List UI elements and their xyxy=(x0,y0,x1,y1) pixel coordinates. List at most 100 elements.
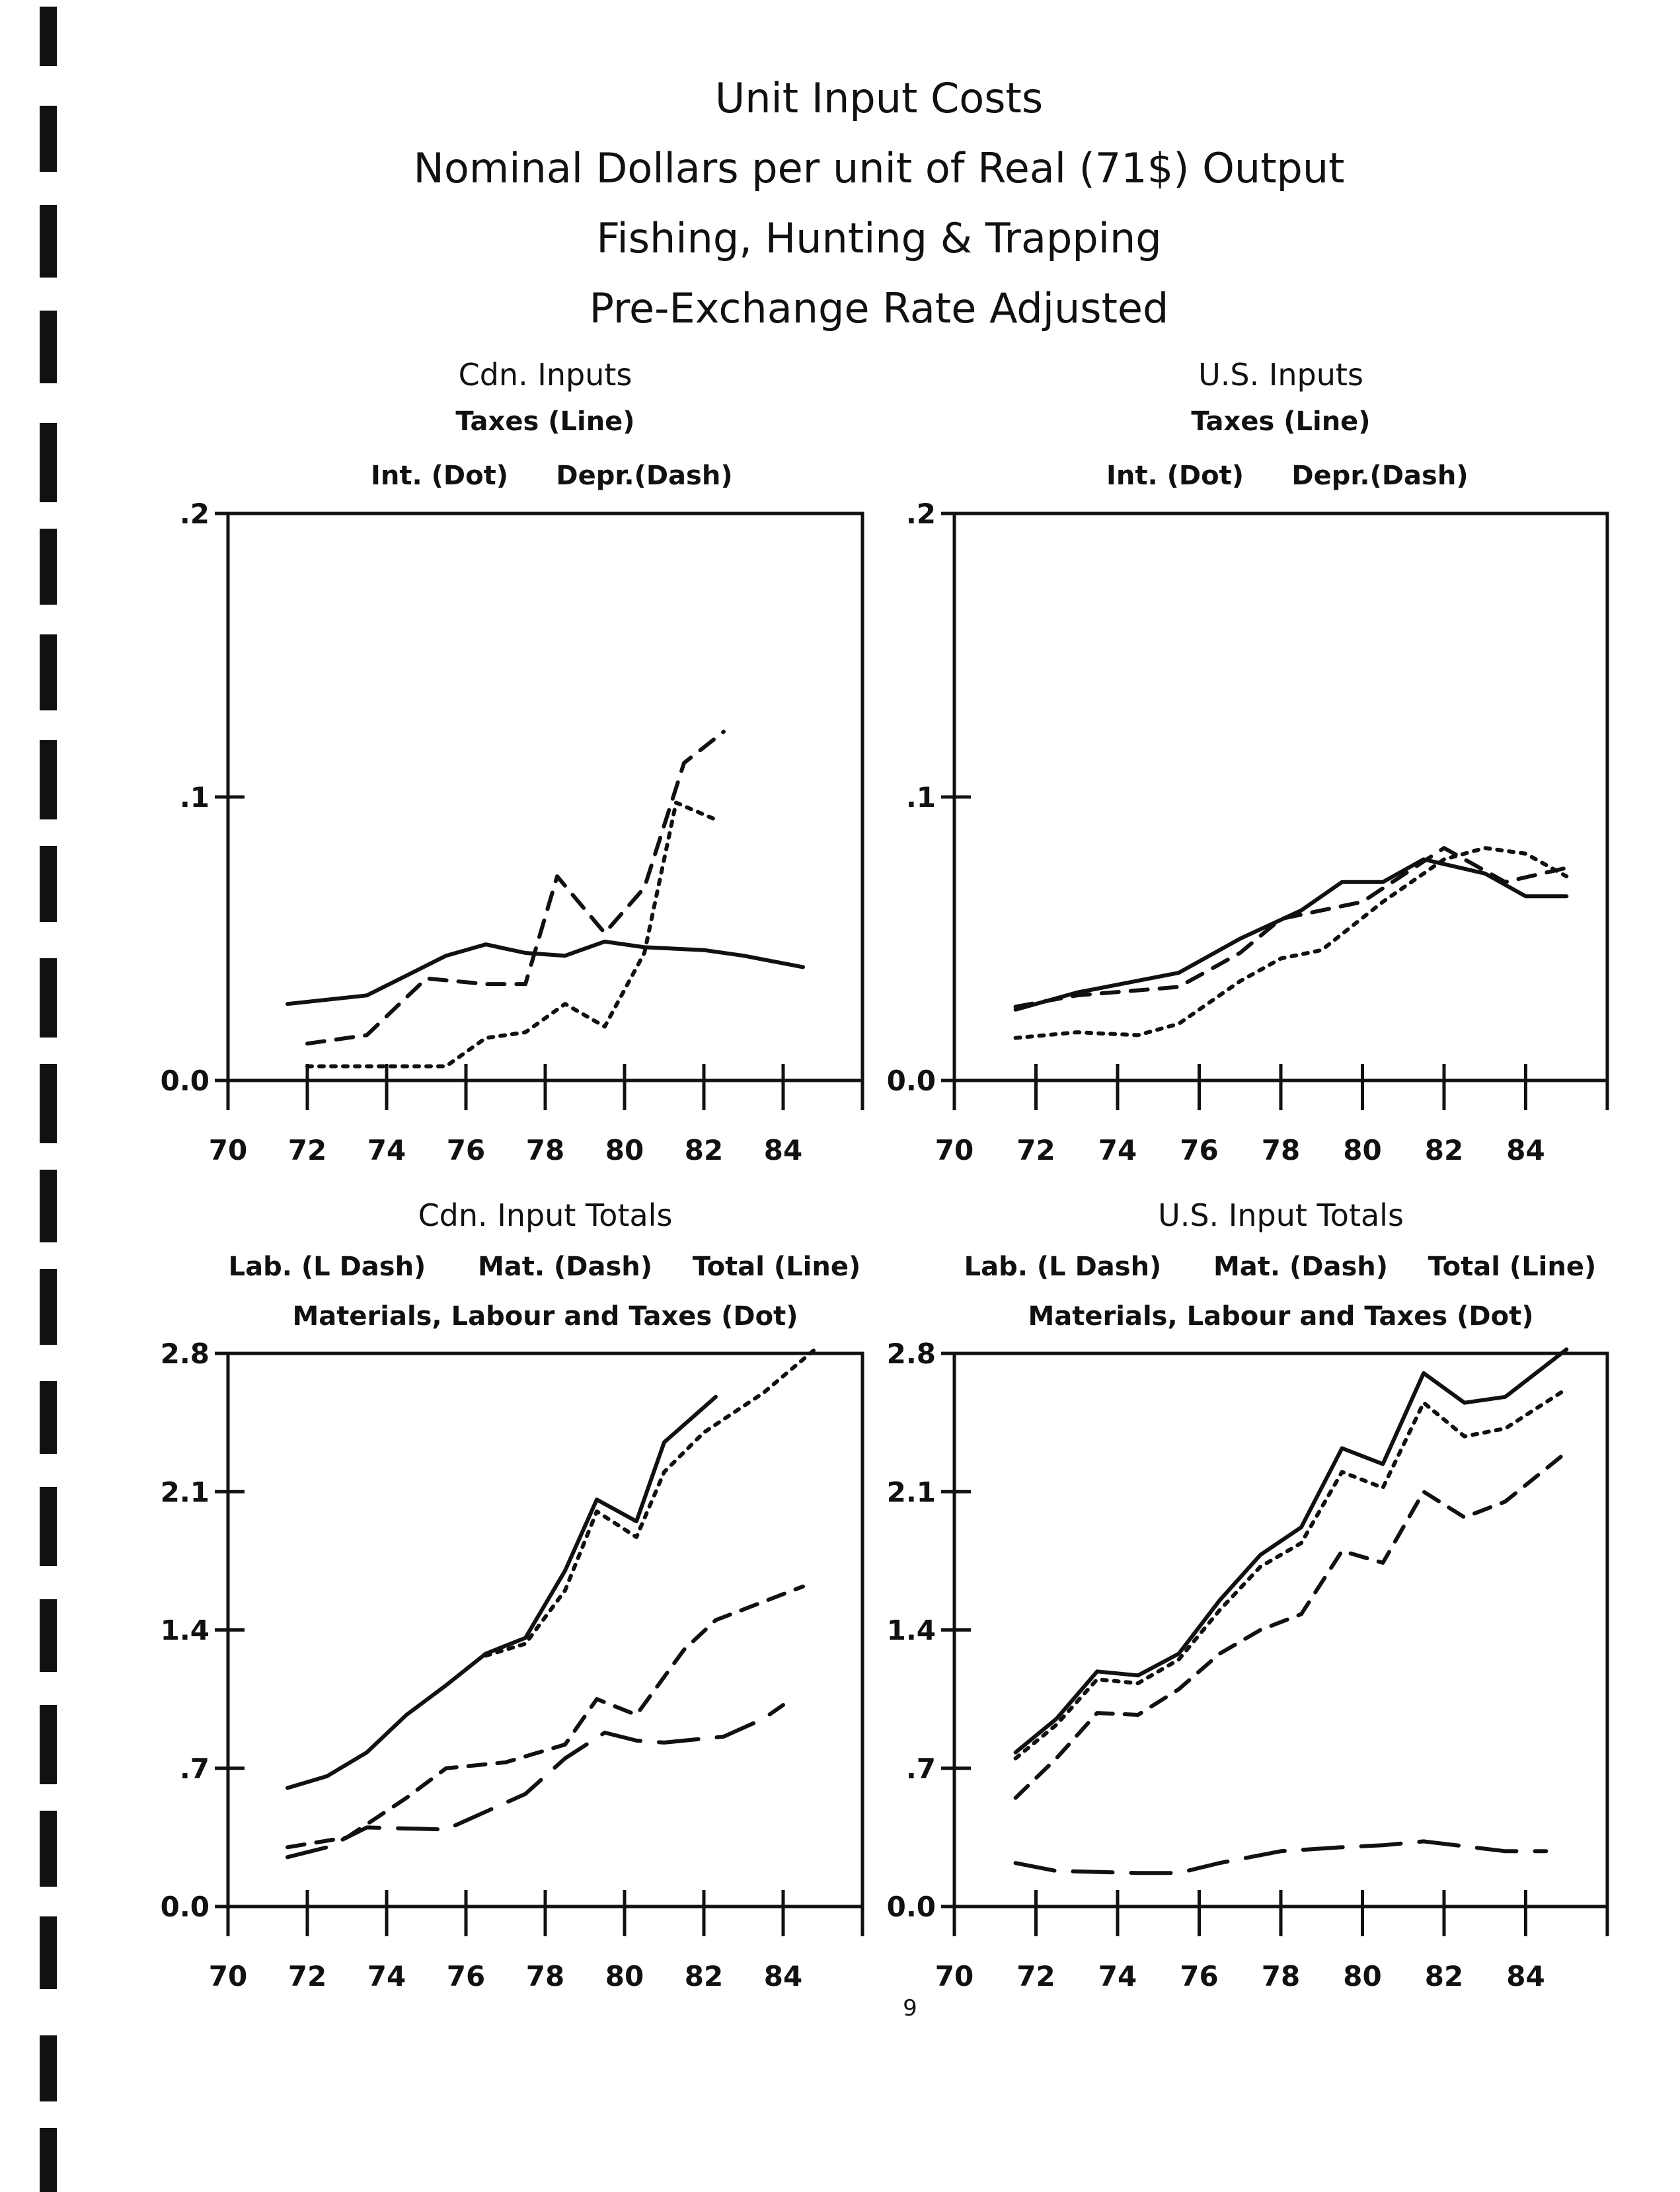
binding-hole xyxy=(40,205,57,278)
plot-frame xyxy=(226,1351,864,1909)
legend-entry: Materials, Labour and Taxes (Dot) xyxy=(292,1301,798,1332)
y-tick-label: 2.8 xyxy=(161,1338,210,1370)
x-tick-label: 72 xyxy=(288,1960,326,1992)
title-line-4: Pre-Exchange Rate Adjusted xyxy=(590,284,1169,332)
series-depr xyxy=(305,730,726,1046)
series-int xyxy=(305,800,718,1069)
x-tick-label: 80 xyxy=(605,1960,644,1992)
series-mat xyxy=(286,1584,805,1850)
x-tick-label: 80 xyxy=(605,1134,644,1166)
legend-entry: Materials, Labour and Taxes (Dot) xyxy=(1028,1301,1533,1332)
binding-hole xyxy=(40,529,57,605)
binding-hole xyxy=(40,634,57,710)
y-tick-label: 1.4 xyxy=(887,1614,936,1647)
y-tick-label: 0.0 xyxy=(887,1891,936,1923)
series-lab xyxy=(1013,1839,1548,1875)
legend-entry: Taxes (Line) xyxy=(455,406,634,437)
y-tick-label: .7 xyxy=(180,1753,210,1785)
y-tick-label: 1.4 xyxy=(161,1614,210,1647)
chart-1: Cdn. Inputs Taxes (Line) Int. (Dot) Depr.(D… xyxy=(161,357,864,1166)
page-title: Unit Input Costs Nominal Dollars per uni… xyxy=(414,74,1345,332)
y-tick-label: 0.0 xyxy=(161,1891,210,1923)
y-tick-label: 2.1 xyxy=(161,1476,210,1508)
binding-hole xyxy=(40,1487,57,1566)
series-int xyxy=(1013,846,1569,1040)
x-tick-label: 76 xyxy=(1180,1134,1218,1166)
binding-hole xyxy=(40,1811,57,1887)
x-tick-label: 82 xyxy=(1425,1960,1463,1992)
x-tick-label: 78 xyxy=(526,1134,564,1166)
binding-hole xyxy=(40,1064,57,1143)
y-tick-label: .1 xyxy=(906,781,936,813)
page-number: 9 xyxy=(903,1995,917,2022)
binding-hole xyxy=(40,1916,57,1989)
title-line-2: Nominal Dollars per unit of Real (71$) O… xyxy=(414,144,1345,192)
x-tick-label: 74 xyxy=(1098,1960,1137,1992)
x-tick-label: 72 xyxy=(1016,1134,1055,1166)
x-tick-label: 76 xyxy=(1180,1960,1218,1992)
x-tick-label: 84 xyxy=(764,1134,802,1166)
x-tick-label: 70 xyxy=(209,1960,247,1992)
x-tick-label: 84 xyxy=(1506,1960,1545,1992)
series-depr xyxy=(1013,846,1569,1009)
binding-holes xyxy=(40,7,57,2192)
chart-4: U.S. Input Totals Lab. (L Dash) Mat. (Dash… xyxy=(887,1197,1609,1992)
legend-entry: Mat. (Dash) xyxy=(478,1252,652,1282)
binding-hole xyxy=(40,423,57,502)
y-tick-label: .1 xyxy=(180,781,210,813)
binding-hole xyxy=(40,1599,57,1672)
x-tick-label: 84 xyxy=(764,1960,802,1992)
y-tick-label: .2 xyxy=(906,498,936,530)
plot-frame xyxy=(952,511,1609,1082)
y-tick-label: .2 xyxy=(180,498,210,530)
legend-entry: Taxes (Line) xyxy=(1191,406,1370,437)
chart-title: U.S. Inputs xyxy=(1198,357,1363,393)
binding-hole xyxy=(40,1705,57,1784)
x-tick-label: 72 xyxy=(1016,1960,1055,1992)
y-tick-label: 0.0 xyxy=(887,1065,936,1097)
binding-hole xyxy=(40,311,57,383)
binding-hole xyxy=(40,1381,57,1454)
x-tick-label: 78 xyxy=(1262,1960,1300,1992)
x-tick-label: 84 xyxy=(1506,1134,1545,1166)
series-total xyxy=(286,1394,718,1790)
binding-hole xyxy=(40,7,57,66)
title-line-3: Fishing, Hunting & Trapping xyxy=(596,214,1161,262)
series-materials-labour-and-taxes xyxy=(484,1347,817,1658)
x-tick-label: 82 xyxy=(1425,1134,1463,1166)
chart-title: U.S. Input Totals xyxy=(1158,1197,1404,1233)
binding-hole xyxy=(40,846,57,922)
legend-entry: Mat. (Dash) xyxy=(1213,1252,1388,1282)
y-tick-label: 2.1 xyxy=(887,1476,936,1508)
binding-hole xyxy=(40,1170,57,1242)
chart-title: Cdn. Inputs xyxy=(459,357,632,393)
legend-entry: Depr.(Dash) xyxy=(556,461,732,491)
x-tick-label: 70 xyxy=(935,1960,974,1992)
y-tick-label: 0.0 xyxy=(161,1065,210,1097)
y-tick-label: .7 xyxy=(906,1753,936,1785)
plot-frame xyxy=(226,511,864,1082)
x-tick-label: 74 xyxy=(367,1134,406,1166)
legend-entry: Lab. (L Dash) xyxy=(964,1252,1162,1282)
legend-entry: Int. (Dot) xyxy=(371,461,508,491)
legend-entry: Lab. (L Dash) xyxy=(229,1252,426,1282)
binding-hole xyxy=(40,740,57,819)
chart-2: U.S. Inputs Taxes (Line) Int. (Dot) Depr.(D… xyxy=(887,357,1609,1166)
x-tick-label: 82 xyxy=(685,1134,723,1166)
x-tick-label: 80 xyxy=(1343,1134,1381,1166)
plot-frame xyxy=(952,1351,1609,1909)
title-line-1: Unit Input Costs xyxy=(715,74,1043,122)
x-tick-label: 70 xyxy=(935,1134,974,1166)
binding-hole xyxy=(40,1269,57,1345)
x-tick-label: 76 xyxy=(447,1134,485,1166)
binding-hole xyxy=(40,2035,57,2101)
x-tick-label: 78 xyxy=(1262,1134,1300,1166)
x-tick-label: 76 xyxy=(447,1960,485,1992)
x-tick-label: 78 xyxy=(526,1960,564,1992)
series-materials-labour-and-taxes xyxy=(1013,1386,1569,1760)
series-lab xyxy=(286,1703,785,1860)
y-tick-label: 2.8 xyxy=(887,1338,936,1370)
binding-hole xyxy=(40,958,57,1038)
charts: Cdn. Inputs Taxes (Line) Int. (Dot) Depr.(D… xyxy=(161,357,1609,1992)
